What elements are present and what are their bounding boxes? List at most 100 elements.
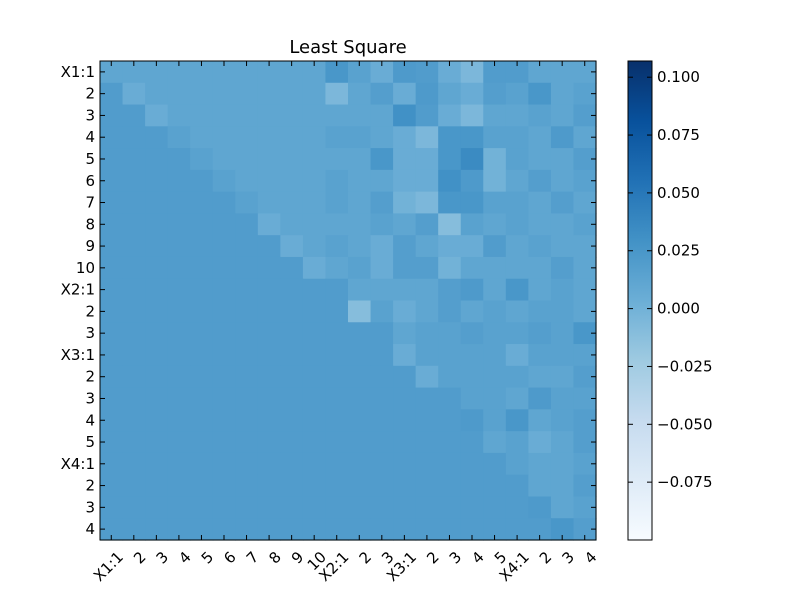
heatmap-cell xyxy=(550,82,575,106)
heatmap-cell xyxy=(190,126,214,149)
heatmap-cell xyxy=(212,322,236,345)
heatmap-cell xyxy=(302,496,327,519)
heatmap-cell xyxy=(370,148,394,171)
heatmap-cell xyxy=(415,431,439,454)
heatmap-cell xyxy=(100,213,124,236)
heatmap-cell xyxy=(280,452,304,476)
heatmap-cell xyxy=(167,409,191,432)
heatmap-cell xyxy=(167,148,191,171)
heatmap-cell xyxy=(257,278,281,302)
heatmap-cell xyxy=(100,365,124,389)
heatmap-cell xyxy=(280,365,304,389)
heatmap-cell xyxy=(370,518,394,541)
heatmap-cell xyxy=(257,452,281,476)
heatmap-cell xyxy=(483,300,507,323)
heatmap-cell xyxy=(438,169,462,193)
row-ticks: X1:1 2 3 4 5 6 7 8 9 10 X2:1 2 3 X3:1 2 3 4 5 X4:1 2 3 4 xyxy=(61,63,596,538)
heatmap-cell xyxy=(415,278,439,302)
col-label: 7 xyxy=(243,548,262,567)
heatmap-cell xyxy=(348,322,372,345)
heatmap-cell xyxy=(370,452,394,476)
heatmap-cell xyxy=(167,518,191,541)
heatmap-cell xyxy=(505,365,529,389)
heatmap-cell xyxy=(257,409,281,432)
heatmap-cell xyxy=(302,452,327,476)
heatmap-cell xyxy=(122,191,146,215)
heatmap-cell xyxy=(348,452,372,476)
heatmap-cell xyxy=(167,300,191,323)
heatmap-cell xyxy=(348,213,372,236)
heatmap-cell xyxy=(483,452,507,476)
heatmap-cell xyxy=(235,169,259,193)
heatmap-cell xyxy=(235,278,259,302)
heatmap-cell xyxy=(438,387,462,410)
heatmap-cell xyxy=(235,452,259,476)
heatmap-cell xyxy=(528,300,552,323)
heatmap-cell xyxy=(370,496,394,519)
heatmap-cell xyxy=(325,278,349,302)
heatmap-cell xyxy=(483,82,507,106)
heatmap-cell xyxy=(280,148,304,171)
heatmap-cell xyxy=(550,496,575,519)
heatmap-cell xyxy=(100,387,124,410)
heatmap-cell xyxy=(393,191,417,215)
heatmap-cell xyxy=(100,126,124,149)
heatmap-cell xyxy=(212,169,236,193)
heatmap-cell xyxy=(325,61,349,84)
heatmap-cell xyxy=(505,82,529,106)
heatmap-cell xyxy=(257,213,281,236)
heatmap-cell xyxy=(460,169,484,193)
heatmap-cell xyxy=(257,61,281,84)
heatmap-cell xyxy=(122,169,146,193)
heatmap-cell xyxy=(145,126,169,149)
heatmap-cell xyxy=(122,278,146,302)
heatmap-cell xyxy=(460,474,484,498)
heatmap-cell xyxy=(280,256,304,280)
heatmap-cell xyxy=(415,104,439,127)
heatmap-cell xyxy=(348,104,372,127)
row-label: 10 xyxy=(76,259,95,277)
heatmap-cell xyxy=(325,126,349,149)
heatmap-cell xyxy=(235,518,259,541)
heatmap-cell xyxy=(235,431,259,454)
heatmap-cell xyxy=(393,235,417,258)
heatmap-cell xyxy=(235,235,259,258)
heatmap-cell xyxy=(483,344,507,367)
heatmap-cell xyxy=(348,518,372,541)
heatmap-cell xyxy=(483,191,507,215)
heatmap-cell xyxy=(212,474,236,498)
heatmap-cell xyxy=(505,235,529,258)
heatmap-cell xyxy=(528,365,552,389)
heatmap-cell xyxy=(280,518,304,541)
heatmap-cell xyxy=(438,235,462,258)
heatmap-cell xyxy=(505,300,529,323)
heatmap-cell xyxy=(370,104,394,127)
heatmap-cell xyxy=(528,344,552,367)
col-label: 3 xyxy=(153,548,172,567)
heatmap-cell xyxy=(505,344,529,367)
heatmap-cell xyxy=(145,235,169,258)
row-label: 2 xyxy=(85,368,95,386)
heatmap-cell xyxy=(505,518,529,541)
heatmap-cell xyxy=(212,365,236,389)
heatmap-cell xyxy=(167,322,191,345)
heatmap-cell xyxy=(190,169,214,193)
heatmap-cell xyxy=(393,278,417,302)
heatmap-cell xyxy=(257,256,281,280)
heatmap-cell xyxy=(325,82,349,106)
col-label: 5 xyxy=(198,548,217,567)
heatmap-cell xyxy=(280,344,304,367)
heatmap-cell xyxy=(212,496,236,519)
heatmap-cell xyxy=(505,387,529,410)
heatmap-cell xyxy=(505,104,529,127)
heatmap-cell xyxy=(393,82,417,106)
heatmap-cell xyxy=(167,496,191,519)
heatmap-cell xyxy=(167,431,191,454)
heatmap-cell xyxy=(302,474,327,498)
heatmap-cell xyxy=(438,300,462,323)
heatmap-cell xyxy=(325,409,349,432)
col-label: 2 xyxy=(536,548,555,567)
heatmap-cell xyxy=(483,518,507,541)
heatmap-cell xyxy=(257,300,281,323)
heatmap-cell xyxy=(235,496,259,519)
